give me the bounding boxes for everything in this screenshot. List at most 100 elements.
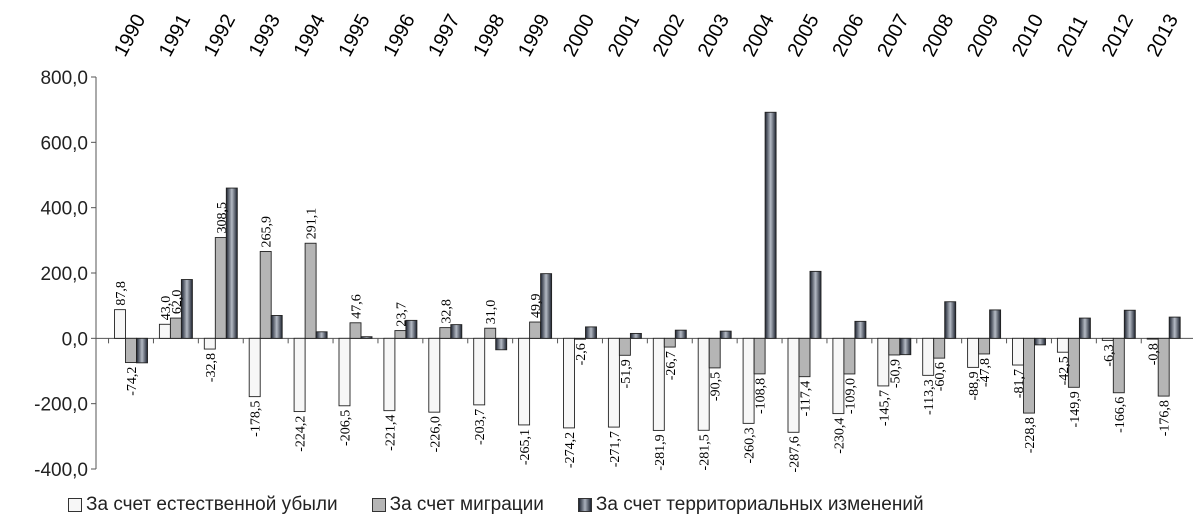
bar-migration xyxy=(529,321,542,339)
data-label: -2,6 xyxy=(574,343,589,365)
data-label: -0,8 xyxy=(1147,343,1162,365)
data-label: -203,7 xyxy=(473,409,488,445)
data-label: -88,9 xyxy=(967,371,982,400)
y-tick-label: -200,0 xyxy=(34,395,88,416)
data-label: 31,0 xyxy=(484,300,499,325)
bar-natural xyxy=(563,337,575,429)
bar-natural xyxy=(607,337,620,428)
bar-migration xyxy=(708,337,721,369)
data-label: -287,6 xyxy=(788,436,803,472)
bar-territorial xyxy=(270,315,283,339)
year-label: 1990 xyxy=(110,11,150,61)
bar-natural xyxy=(742,337,755,424)
data-label: 265,9 xyxy=(260,216,275,248)
bar-natural xyxy=(518,337,531,426)
bar-territorial xyxy=(944,301,957,339)
data-label: -81,7 xyxy=(1012,369,1027,398)
data-label: -109,0 xyxy=(843,378,858,414)
bar-natural xyxy=(203,337,216,350)
data-label: -145,7 xyxy=(877,390,892,426)
year-label: 2006 xyxy=(828,11,868,61)
year-label: 2013 xyxy=(1143,11,1183,61)
data-label: -47,8 xyxy=(978,358,993,387)
bar-territorial xyxy=(360,336,373,339)
y-tick-label: -400,0 xyxy=(34,460,88,481)
bar-natural xyxy=(248,337,261,398)
year-label: 1991 xyxy=(155,11,195,61)
bar-migration xyxy=(843,337,856,375)
data-labels: 87,8 -74,2 43,062,0 -32,8 308,5 -178,5 265,9 -2… xyxy=(114,202,1173,472)
bar-migration xyxy=(1157,337,1170,397)
bar-territorial xyxy=(1034,337,1046,346)
bar-migration xyxy=(304,242,317,339)
bar-natural xyxy=(832,337,845,415)
bar-territorial xyxy=(585,326,597,339)
data-label: 47,6 xyxy=(350,294,365,319)
data-label: -26,7 xyxy=(664,351,679,380)
year-label: 2004 xyxy=(739,11,779,61)
bar-territorial xyxy=(540,273,553,339)
data-label: 62,0 xyxy=(170,290,185,315)
y-tick-label: 800,0 xyxy=(40,68,88,89)
data-label: -176,8 xyxy=(1158,400,1173,436)
bar-territorial xyxy=(225,187,238,339)
bar-territorial xyxy=(989,309,1002,339)
legend-swatch-natural xyxy=(68,498,82,512)
bar-natural xyxy=(1101,337,1114,341)
data-label: -60,6 xyxy=(933,362,948,391)
data-label: -271,7 xyxy=(608,431,623,467)
bar-migration xyxy=(1112,337,1125,394)
legend-item-migration: За счет миграции xyxy=(371,494,544,516)
data-label: -117,4 xyxy=(799,381,814,417)
bar-natural xyxy=(383,337,396,412)
data-label: -108,8 xyxy=(754,378,769,414)
legend-label-natural: За счет естественной убыли xyxy=(86,494,338,515)
data-label: -226,0 xyxy=(428,416,443,452)
bar-territorial xyxy=(450,324,463,339)
data-label: -32,8 xyxy=(204,353,219,382)
bar-territorial xyxy=(315,331,328,339)
year-label: 2002 xyxy=(649,11,689,61)
bar-migration xyxy=(933,337,946,359)
year-label: 2007 xyxy=(873,11,913,61)
year-label: 2001 xyxy=(604,11,644,61)
bar-natural xyxy=(158,323,171,339)
bar-territorial xyxy=(1078,317,1091,339)
bar-migration xyxy=(259,251,272,339)
legend-swatch-territorial xyxy=(577,498,592,512)
bar-migration xyxy=(439,327,452,339)
year-label: 2011 xyxy=(1053,12,1093,60)
bar-natural xyxy=(1012,337,1024,366)
data-label: -50,9 xyxy=(888,359,903,388)
bar-natural xyxy=(697,337,710,431)
data-label: -149,9 xyxy=(1068,391,1083,427)
bar-natural xyxy=(1146,337,1159,340)
bar-migration xyxy=(484,327,497,339)
bar-natural xyxy=(967,337,980,368)
bar-migration xyxy=(125,337,137,364)
bar-territorial xyxy=(180,279,193,339)
year-label: 2000 xyxy=(559,11,599,61)
year-label: 2005 xyxy=(783,11,823,61)
legend-label-territorial: За счет территориальных изменений xyxy=(595,494,924,515)
bar-migration xyxy=(394,330,407,339)
data-label: -224,2 xyxy=(294,416,309,452)
year-label: 2009 xyxy=(963,11,1003,61)
legend-item-natural: За счет естественной убыли xyxy=(68,494,338,516)
data-label: -42,5 xyxy=(1057,356,1072,385)
bar-territorial xyxy=(809,270,822,339)
legend-label-migration: За счет миграции xyxy=(389,494,544,515)
year-label: 1995 xyxy=(334,11,374,61)
bar-migration xyxy=(1067,337,1080,388)
data-label: -274,2 xyxy=(563,432,578,468)
year-label: 2010 xyxy=(1008,11,1048,61)
data-label: -230,4 xyxy=(832,418,847,454)
bar-territorial xyxy=(1123,309,1136,339)
bar-migration xyxy=(753,337,766,375)
legend-item-territorial: За счет территориальных изменений xyxy=(577,494,924,516)
bar-migration xyxy=(663,337,676,348)
bar-migration xyxy=(618,337,631,356)
bar-migration xyxy=(1023,337,1035,414)
data-label: 87,8 xyxy=(114,281,129,306)
year-label: 1994 xyxy=(290,11,330,61)
